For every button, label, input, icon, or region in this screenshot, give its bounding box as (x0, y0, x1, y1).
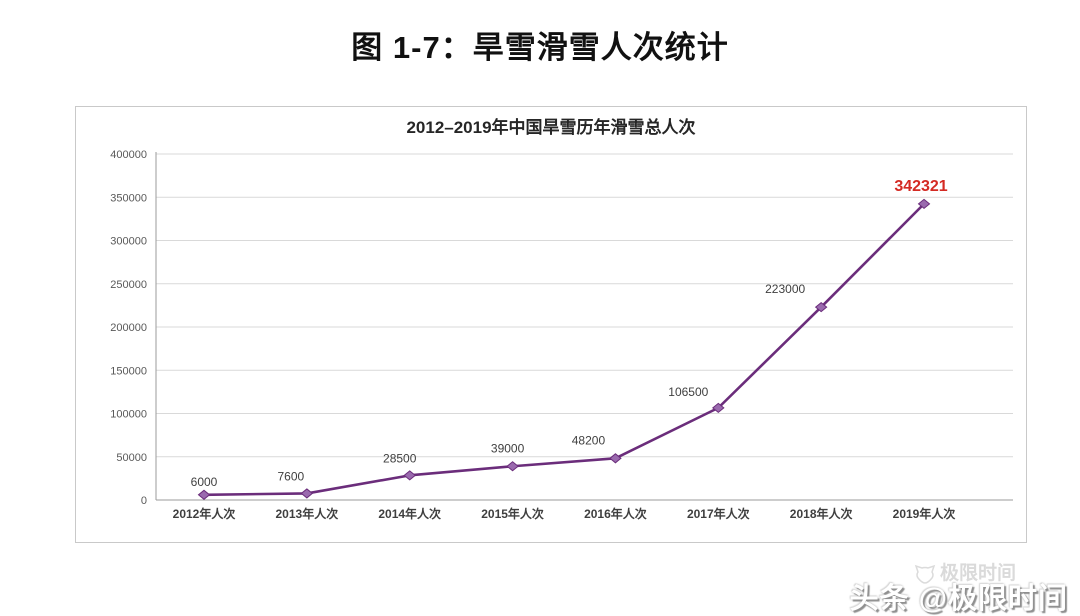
data-point-marker (712, 402, 725, 414)
x-tick-label: 2016年人次 (584, 506, 647, 521)
data-point-marker (609, 453, 622, 464)
x-tick-label: 2013年人次 (276, 506, 339, 521)
y-tick-label: 300000 (110, 236, 147, 248)
page-title: 图 1-7：旱雪滑雪人次统计 (351, 30, 729, 65)
y-tick-label: 50000 (116, 452, 147, 464)
data-point-label: 48200 (572, 433, 606, 447)
x-tick-label: 2014年人次 (378, 506, 441, 521)
series-line (202, 202, 926, 497)
data-point-label: 39000 (491, 441, 525, 455)
data-point-label: 28500 (383, 451, 417, 465)
data-point-marker (814, 301, 828, 313)
watermark-main-text: 头条 @极限时间 (849, 582, 1068, 615)
y-tick-label: 250000 (110, 279, 147, 291)
data-point-label: 6000 (191, 475, 218, 489)
watermark-ghost-label: 极限时间 (939, 562, 1016, 584)
y-tick-label: 100000 (110, 409, 147, 421)
y-tick-label: 400000 (110, 149, 147, 161)
y-tick-label: 150000 (110, 365, 147, 377)
data-point-label-highlight: 342321 (894, 178, 947, 195)
chart-title: 2012–2019年中国旱雪历年滑雪总人次 (406, 118, 696, 137)
data-point-marker (917, 198, 931, 210)
data-point-label: 7600 (278, 469, 305, 483)
y-tick-label: 350000 (110, 192, 147, 204)
line-chart: 0 50000 100000 150000 200000 250000 300000 3500… (110, 149, 1013, 521)
y-tick-label: 200000 (110, 322, 147, 334)
x-tick-label: 2018年人次 (790, 506, 853, 521)
data-point-marker (197, 489, 211, 500)
x-tick-label: 2012年人次 (173, 506, 236, 521)
x-tick-label: 2019年人次 (893, 506, 956, 521)
y-tick-label: 0 (141, 495, 147, 507)
data-point-marker (403, 470, 417, 481)
watermark-ghost-text: 极限时间 (850, 562, 1068, 584)
data-point-marker (300, 488, 314, 499)
data-point-label: 106500 (668, 385, 708, 399)
watermark-logo-icon (914, 564, 936, 584)
x-tick-label: 2017年人次 (687, 506, 750, 521)
data-point-label: 223000 (765, 282, 805, 296)
chart-panel: 2012–2019年中国旱雪历年滑雪总人次 0 50000 100000 150000… (75, 106, 1027, 543)
data-point-marker (506, 461, 519, 472)
x-tick-label: 2015年人次 (481, 506, 544, 521)
watermark: 极限时间 头条 @极限时间 (849, 562, 1068, 615)
